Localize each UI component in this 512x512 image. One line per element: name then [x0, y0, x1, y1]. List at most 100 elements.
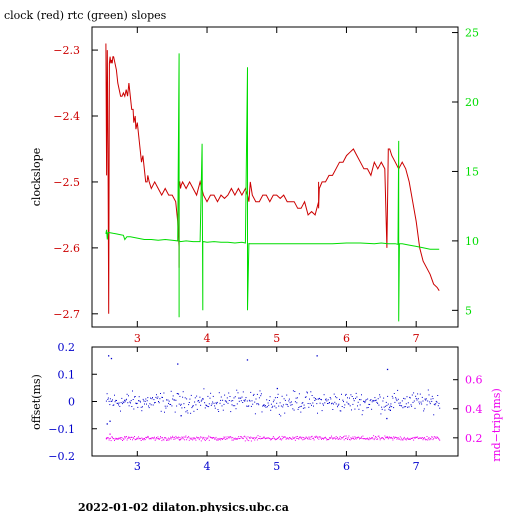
- series-offset-point: [391, 406, 393, 408]
- series-offset-outlier: [109, 420, 111, 422]
- series-offset-point: [230, 400, 232, 402]
- series-rndtrip-point: [386, 437, 388, 439]
- series-rndtrip-point: [217, 439, 219, 441]
- bottom-right-axis-label: rnd−trip(ms): [490, 388, 503, 462]
- series-offset-point: [371, 401, 373, 403]
- series-rndtrip-point: [112, 438, 114, 440]
- series-offset-point: [300, 405, 302, 407]
- series-rndtrip-point: [308, 436, 310, 438]
- series-offset-point: [161, 396, 163, 398]
- series-offset-point: [199, 396, 201, 398]
- series-rndtrip-point: [205, 437, 207, 439]
- series-offset-point: [119, 405, 121, 407]
- series-rndtrip-point: [403, 436, 405, 438]
- series-rndtrip-point: [302, 439, 304, 441]
- series-offset-point: [414, 407, 416, 409]
- series-offset-point: [319, 402, 321, 404]
- series-offset-point: [302, 407, 304, 409]
- series-offset-point: [324, 402, 326, 404]
- series-rndtrip-point: [248, 440, 250, 442]
- series-offset-point: [403, 406, 405, 408]
- series-offset-point: [213, 402, 215, 404]
- series-rndtrip-point: [210, 437, 212, 439]
- series-rndtrip-point: [187, 437, 189, 439]
- series-offset-point: [140, 401, 141, 403]
- bottom-x-tick-label: 7: [413, 460, 420, 473]
- series-rndtrip-point: [401, 437, 403, 439]
- series-offset-point: [298, 407, 300, 408]
- chart-title: clock (red) rtc (green) slopes: [4, 9, 167, 22]
- series-rndtrip-point: [164, 437, 165, 439]
- series-offset-point: [359, 404, 361, 406]
- series-rndtrip-point: [246, 439, 248, 441]
- series-rndtrip-point: [154, 439, 156, 441]
- series-rndtrip-point: [178, 436, 180, 438]
- series-rndtrip-point: [111, 436, 113, 438]
- series-rndtrip-point: [112, 436, 113, 438]
- series-rndtrip-point: [137, 438, 139, 440]
- series-rndtrip-point: [268, 437, 270, 439]
- top-y-tick-label: −2.3: [53, 44, 80, 57]
- series-offset-point: [394, 401, 396, 403]
- series-rndtrip-point: [120, 437, 121, 439]
- series-offset-point: [315, 398, 316, 400]
- series-rndtrip-point: [409, 438, 411, 440]
- series-offset-point: [244, 400, 246, 402]
- series-offset-point: [235, 408, 237, 410]
- series-rndtrip-point: [423, 438, 425, 439]
- series-rndtrip-point: [274, 439, 276, 441]
- series-clock-line: [105, 43, 440, 314]
- series-offset-point: [152, 404, 154, 406]
- series-rndtrip-point: [253, 437, 255, 438]
- series-rndtrip-point: [266, 437, 268, 439]
- series-offset-point: [313, 405, 314, 407]
- series-offset-point: [201, 399, 203, 401]
- series-offset-point: [152, 397, 153, 399]
- series-offset-point: [182, 391, 184, 393]
- series-offset-point: [114, 401, 116, 403]
- series-offset-point: [138, 400, 139, 402]
- series-rndtrip-point: [329, 437, 330, 439]
- series-offset-point: [390, 403, 392, 405]
- series-rndtrip-point: [397, 437, 399, 439]
- series-rndtrip-point: [315, 435, 317, 437]
- series-offset-point: [327, 399, 329, 401]
- series-rndtrip-point: [248, 437, 250, 439]
- series-rndtrip-point: [126, 439, 128, 441]
- series-offset-point: [198, 400, 200, 401]
- series-rndtrip-point: [331, 437, 333, 439]
- series-rndtrip-point: [390, 437, 392, 439]
- series-offset-point: [130, 400, 132, 402]
- series-rndtrip-point: [174, 436, 176, 438]
- series-rndtrip-point: [234, 437, 236, 439]
- series-rndtrip-point: [438, 438, 440, 440]
- series-rndtrip-point: [285, 438, 287, 440]
- series-offset-point: [148, 407, 150, 409]
- series-rndtrip-point: [344, 435, 346, 437]
- top-x-tick-label: 5: [273, 332, 280, 345]
- series-rndtrip-point: [208, 439, 210, 441]
- series-rndtrip-point: [282, 438, 284, 440]
- series-rndtrip-point: [373, 439, 375, 441]
- series-rndtrip-point: [303, 438, 305, 440]
- series-offset-point: [163, 392, 165, 394]
- top-y2-tick-label: 10: [465, 235, 479, 248]
- series-rndtrip-point: [395, 437, 397, 438]
- series-rndtrip-point: [139, 437, 141, 439]
- series-offset-point: [373, 400, 375, 402]
- series-rndtrip-point: [267, 437, 269, 439]
- series-offset-point: [286, 404, 288, 406]
- series-offset-point: [222, 409, 224, 411]
- series-rndtrip-point: [388, 437, 390, 439]
- series-offset-point: [405, 403, 407, 405]
- series-rndtrip-point: [304, 438, 306, 440]
- series-rndtrip-point: [138, 438, 140, 440]
- series-rndtrip-point: [272, 437, 274, 439]
- series-offset-point: [165, 407, 167, 409]
- series-rndtrip-point: [135, 438, 137, 440]
- series-rndtrip-point: [246, 438, 248, 440]
- series-offset-point: [185, 411, 187, 413]
- series-offset-point: [377, 398, 379, 400]
- series-rndtrip-point: [225, 436, 227, 438]
- series-offset-point: [326, 400, 328, 402]
